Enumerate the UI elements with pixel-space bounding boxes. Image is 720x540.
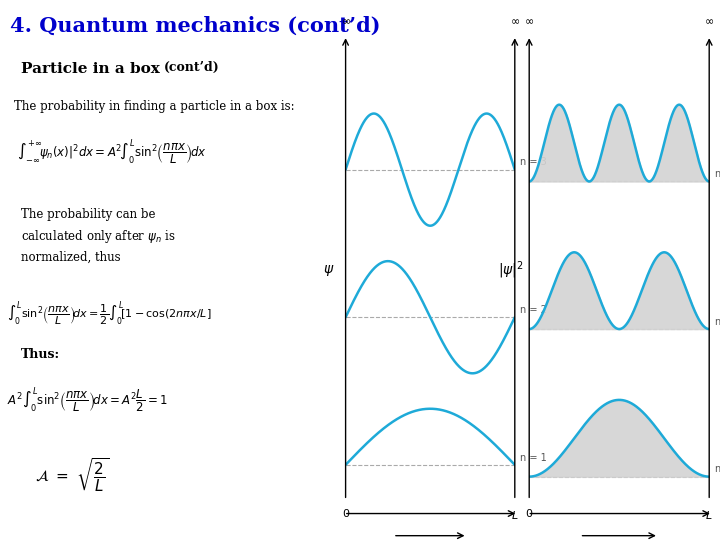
Text: n = 2: n = 2 <box>714 317 720 327</box>
Text: $L$: $L$ <box>706 509 713 521</box>
Text: n = 3: n = 3 <box>714 169 720 179</box>
Text: The probability in finding a particle in a box is:: The probability in finding a particle in… <box>14 100 294 113</box>
Text: $\mathcal{A}\ =\ \sqrt{\dfrac{2}{L}}$: $\mathcal{A}\ =\ \sqrt{\dfrac{2}{L}}$ <box>35 456 109 494</box>
Text: (cont’d): (cont’d) <box>164 60 220 73</box>
Text: The probability can be
calculated only after $\psi_n$ is
normalized, thus: The probability can be calculated only a… <box>21 208 175 264</box>
Text: $\psi$: $\psi$ <box>323 262 334 278</box>
Text: n = 1: n = 1 <box>520 453 546 463</box>
Text: 4. Quantum mechanics (cont’d): 4. Quantum mechanics (cont’d) <box>10 16 381 36</box>
Text: $L$: $L$ <box>511 509 518 521</box>
Text: $\infty$: $\infty$ <box>704 16 714 26</box>
Text: 0: 0 <box>526 509 533 519</box>
Text: $\infty$: $\infty$ <box>524 16 534 26</box>
Text: 0: 0 <box>342 509 349 519</box>
Text: $A^2\int_0^L \sin^2\!\left(\dfrac{n\pi x}{L}\right)\!dx = A^2\dfrac{L}{2} = 1$: $A^2\int_0^L \sin^2\!\left(\dfrac{n\pi x… <box>7 386 168 415</box>
Text: $|\psi|^2$: $|\psi|^2$ <box>498 259 524 281</box>
Text: $\infty$: $\infty$ <box>341 16 351 26</box>
Text: $\int_{-\infty}^{+\infty}\!\psi_n(x)|^2dx = A^2\!\int_0^L \sin^2\!\left(\dfrac{n: $\int_{-\infty}^{+\infty}\!\psi_n(x)|^2d… <box>17 138 207 167</box>
Text: $\infty$: $\infty$ <box>510 16 520 26</box>
Text: n = 2: n = 2 <box>520 305 546 315</box>
Text: n = 1: n = 1 <box>714 464 720 475</box>
Text: n = 3: n = 3 <box>520 158 546 167</box>
Text: $\int_0^L \sin^2\!\left(\dfrac{n\pi x}{L}\right)\!dx = \dfrac{1}{2}\int_0^L\!\le: $\int_0^L \sin^2\!\left(\dfrac{n\pi x}{L… <box>7 300 212 328</box>
Text: Thus:: Thus: <box>21 348 60 361</box>
Text: Particle in a box: Particle in a box <box>21 62 160 76</box>
